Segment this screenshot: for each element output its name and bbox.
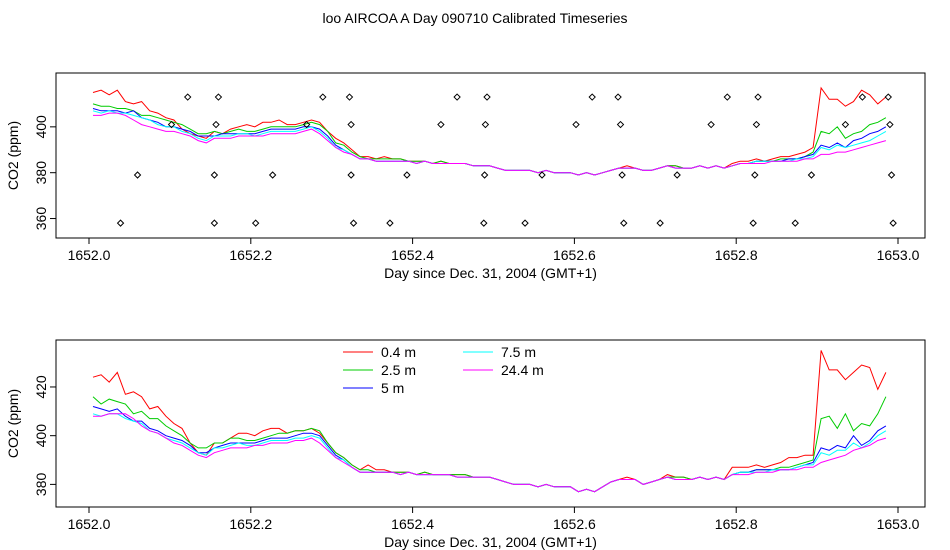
flag-marker (886, 120, 894, 129)
plot-frame (55, 339, 926, 508)
y-tick-label: 380 (33, 472, 49, 496)
flag-marker (183, 93, 192, 101)
y-axis-label: CO2 (ppm) (5, 389, 21, 458)
x-tick-label: 1652.8 (715, 516, 758, 532)
x-tick-label: 1652.2 (229, 516, 272, 532)
flag-marker (751, 171, 759, 179)
flag-marker (210, 219, 219, 227)
x-tick-label: 1652.2 (229, 247, 272, 263)
flag-marker (453, 93, 461, 101)
series-group (92, 86, 887, 176)
series-line-5-m (92, 108, 887, 176)
x-tick-label: 1653.0 (877, 247, 920, 263)
x-tick-label: 1652.4 (391, 247, 434, 263)
panel-bottom: 1652.0 1652.2 1652.4 1652.6 1652.8 1653.0 Day … (5, 339, 926, 550)
x-tick-label: 1652.0 (68, 247, 111, 263)
flag-marker (483, 93, 491, 101)
flag-marker (386, 219, 394, 227)
x-axis-label: Day since Dec. 31, 2004 (GMT+1) (384, 534, 597, 550)
flag-marker (521, 219, 529, 227)
series-line-24-4-m (93, 413, 887, 493)
legend-label: 5 m (381, 380, 404, 396)
flag-marker (723, 93, 732, 101)
flag-marker (673, 171, 681, 179)
legend-label: 24.4 m (501, 362, 544, 378)
flag-marker (752, 120, 761, 129)
x-tick-label: 1652.6 (553, 247, 596, 263)
flag-marker (889, 219, 897, 227)
series-line-24-4-m (93, 112, 887, 176)
x-tick-label: 1652.6 (553, 516, 596, 532)
flag-marker (588, 93, 596, 101)
flag-marker (403, 171, 411, 179)
flag-marker (480, 219, 488, 227)
legend: 0.4 m 2.5 m 5 m 7.5 m 24.4 m (343, 344, 544, 396)
flag-marker (349, 219, 358, 227)
flag-marker (538, 171, 546, 179)
flag-marker (481, 120, 490, 129)
series-group (92, 350, 887, 493)
legend-label: 7.5 m (501, 344, 536, 360)
flag-marker (214, 93, 223, 101)
flag-marker (841, 120, 850, 129)
y-tick-label: 420 (33, 375, 49, 399)
flag-marker (791, 219, 799, 227)
flag-marker (614, 93, 622, 101)
plot-frame (55, 72, 926, 239)
y-tick-label: 400 (33, 115, 49, 139)
flag-marker (251, 219, 260, 227)
series-line-0-4-m (92, 350, 887, 493)
x-tick-label: 1653.0 (877, 516, 920, 532)
flag-marker (167, 120, 176, 129)
flag-marker (302, 120, 311, 129)
legend-label: 2.5 m (381, 362, 416, 378)
flag-marker (620, 219, 628, 227)
series-line-5-m (92, 406, 887, 493)
flag-marker (268, 171, 277, 179)
flag-marker (210, 171, 219, 179)
series-line-0-4-m (92, 86, 887, 176)
y-tick-label: 360 (33, 207, 49, 231)
flag-marker (319, 93, 327, 101)
x-tick-label: 1652.4 (391, 516, 434, 532)
flag-marker (133, 171, 142, 179)
flag-marker (437, 120, 445, 129)
flag-marker (656, 219, 664, 227)
x-tick-label: 1652.8 (715, 247, 758, 263)
flag-marker (858, 93, 867, 101)
flag-marker (345, 93, 354, 101)
flag-marker (616, 120, 625, 129)
y-tick-label: 380 (33, 161, 49, 185)
chart-main-title: loo AIRCOA A Day 090710 Calibrated Times… (322, 10, 628, 26)
flag-marker (887, 171, 896, 179)
legend-label: 0.4 m (381, 344, 416, 360)
flag-marker (749, 219, 757, 227)
flag-marker (212, 120, 220, 129)
flag-marker (116, 219, 125, 227)
flag-marker (347, 171, 355, 179)
flag-marker (618, 171, 626, 179)
flag-marker (807, 171, 816, 179)
series-line-7-5-m (92, 413, 887, 493)
x-tick-label: 1652.0 (68, 516, 111, 532)
flag-marker (347, 120, 355, 129)
y-tick-label: 400 (33, 424, 49, 448)
y-axis-label: CO2 (ppm) (5, 121, 21, 190)
flag-marker (884, 93, 892, 101)
flag-marker (707, 120, 715, 129)
x-axis-label: Day since Dec. 31, 2004 (GMT+1) (384, 265, 597, 281)
flag-marker (572, 120, 580, 129)
flag-marker (754, 93, 762, 101)
flag-marker (480, 171, 489, 179)
panel-top: 1652.0 1652.2 1652.4 1652.6 1652.8 1653.0 Day … (5, 72, 926, 281)
